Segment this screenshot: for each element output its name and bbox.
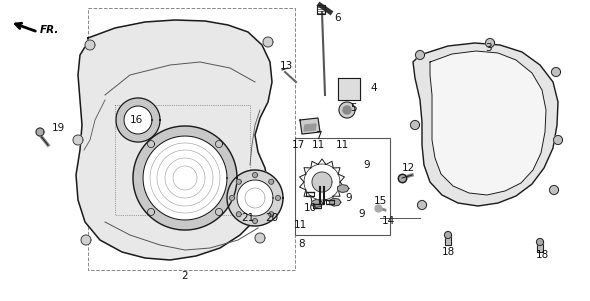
Polygon shape [312,200,323,207]
Polygon shape [339,102,355,118]
Polygon shape [337,185,349,192]
Text: 12: 12 [402,163,415,173]
Polygon shape [413,43,558,206]
Text: 7: 7 [315,131,322,141]
Polygon shape [418,200,427,209]
Text: 5: 5 [350,103,356,113]
Polygon shape [267,187,277,197]
Text: 9: 9 [363,160,369,170]
Polygon shape [253,172,257,178]
Polygon shape [430,51,546,195]
Polygon shape [227,170,283,226]
Polygon shape [276,196,280,200]
Polygon shape [304,124,316,131]
Polygon shape [236,212,241,217]
Polygon shape [343,106,351,114]
Text: 11: 11 [335,140,349,150]
Polygon shape [237,180,273,216]
Text: 19: 19 [52,123,65,133]
Text: 10: 10 [303,203,317,213]
Text: 8: 8 [299,239,305,249]
Polygon shape [124,106,152,134]
Text: 4: 4 [370,83,376,93]
Polygon shape [76,20,272,260]
Polygon shape [312,172,332,192]
Polygon shape [36,128,44,136]
Text: 13: 13 [280,61,293,71]
Text: 18: 18 [535,250,549,260]
Text: 15: 15 [374,196,387,206]
Text: 11: 11 [312,140,325,150]
Polygon shape [269,212,274,217]
Polygon shape [552,67,560,76]
Polygon shape [230,196,234,200]
Text: 18: 18 [441,247,455,257]
Polygon shape [300,118,320,134]
Polygon shape [549,185,559,194]
Polygon shape [255,233,265,243]
Text: 11: 11 [293,220,307,230]
Polygon shape [330,198,341,206]
Polygon shape [486,39,494,48]
Polygon shape [263,37,273,47]
Polygon shape [133,126,237,230]
Text: 9: 9 [345,193,352,203]
Polygon shape [269,179,274,184]
Bar [295,138,390,235]
Polygon shape [253,219,257,224]
Text: 21: 21 [241,213,255,223]
Polygon shape [116,98,160,142]
Text: FR.: FR. [40,25,60,35]
Text: 16: 16 [130,115,143,125]
Polygon shape [236,179,241,184]
Polygon shape [444,231,451,238]
Text: 6: 6 [334,13,340,23]
Polygon shape [85,40,95,50]
Text: 9: 9 [358,209,365,219]
Text: 17: 17 [291,140,304,150]
Polygon shape [537,242,543,252]
Polygon shape [73,135,83,145]
Polygon shape [536,238,543,246]
Polygon shape [553,135,562,144]
Polygon shape [445,235,451,245]
Polygon shape [415,51,424,60]
Text: 2: 2 [182,271,188,281]
Text: 20: 20 [266,213,278,223]
Polygon shape [81,235,91,245]
Polygon shape [143,136,227,220]
Text: 3: 3 [485,43,491,53]
Polygon shape [338,78,360,100]
Text: 14: 14 [382,216,395,226]
Polygon shape [411,120,419,129]
